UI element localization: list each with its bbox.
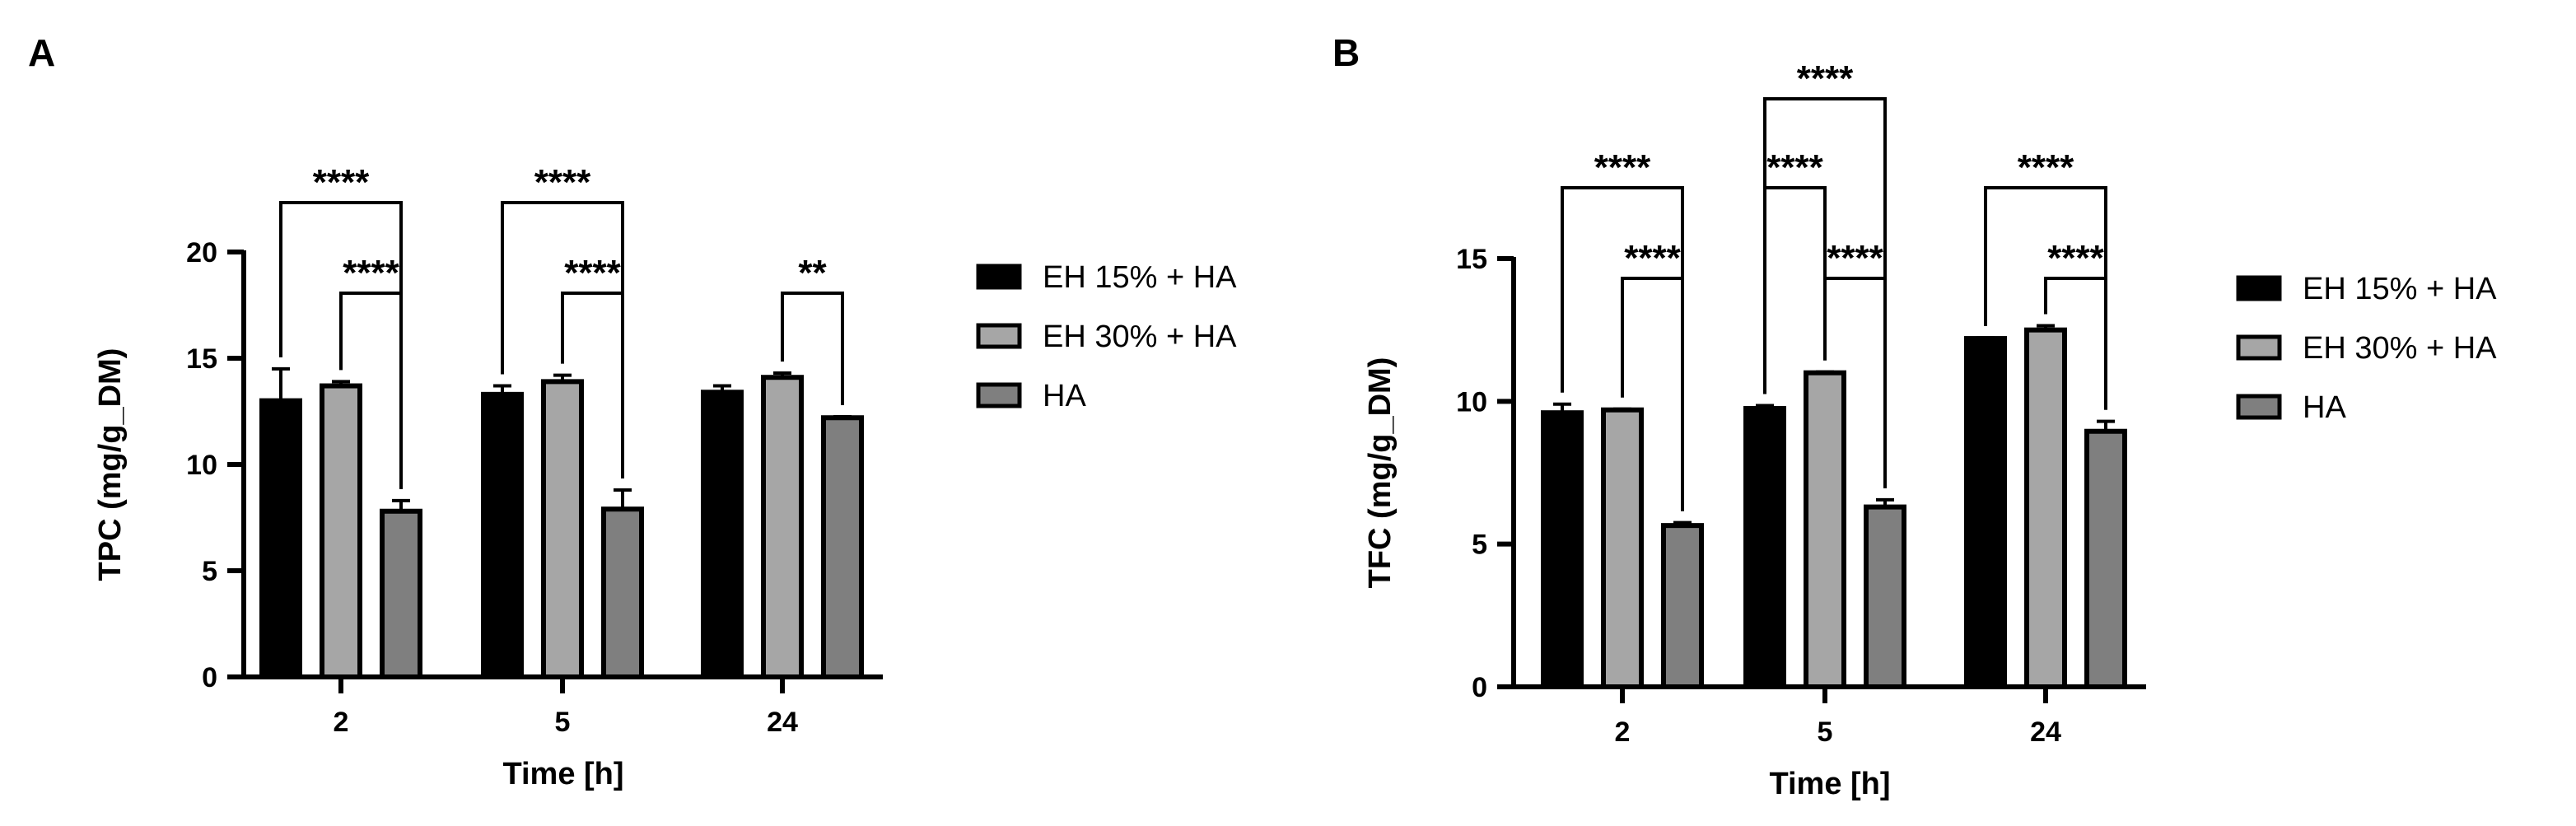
panel-1-error-bar-1-0 (1613, 407, 1631, 411)
panel-0-sig-bracket-4 (781, 292, 844, 405)
panel-0-y-tick-label-2: 10 (186, 450, 217, 481)
panel-0-bar-1-2 (761, 375, 804, 679)
panel-1-bar-2-0 (1661, 523, 1704, 690)
panel-0-bar-1-1 (541, 379, 584, 679)
panel-0-y-tick-label-4: 20 (186, 237, 217, 268)
panel-0-x-tick-label-2: 24 (767, 707, 798, 738)
panel-0-sig-label-3: **** (564, 253, 621, 293)
panel-0-legend-swatch-0 (976, 264, 1022, 290)
panel-1-sig-bracket-1 (1621, 277, 1684, 511)
panel-1-legend-label-2: HA (2303, 390, 2346, 425)
panel-0-legend-swatch-2 (976, 382, 1022, 408)
panel-0-error-bar-1-2 (773, 371, 791, 378)
panel-1-error-bar-1-1 (1816, 370, 1834, 374)
panel-1-bar-0-1 (1743, 406, 1786, 689)
panel-1-x-tick-label-1: 5 (1818, 716, 1833, 748)
panel-0-y-axis-title: TPC (mg/g_DM) (93, 348, 128, 581)
panel-1-x-tick-label-0: 2 (1615, 716, 1631, 748)
panel-1-x-axis-title: Time [h] (1769, 767, 1890, 801)
panel-0-x-axis-title: Time [h] (502, 757, 623, 791)
panel-0-bar-0-2 (701, 390, 744, 679)
panel-1-bar-0-0 (1541, 410, 1584, 689)
panel-1-legend-swatch-1 (2236, 334, 2282, 361)
panel-0-bar-2-0 (380, 508, 422, 680)
panel-0-sig-label-4: ** (798, 253, 827, 293)
panel-1-y-tick-label-2: 10 (1456, 386, 1487, 418)
panel-0-error-bar-2-0 (392, 498, 410, 511)
panel-0-bar-0-1 (481, 391, 524, 679)
panel-1-sig-label-4: **** (1827, 238, 1883, 278)
panel-1-x-tick-label-2: 24 (2030, 716, 2061, 748)
panel-1-legend-label-0: EH 15% + HA (2303, 272, 2497, 306)
panel-a-label: A (28, 31, 55, 74)
panel-0-error-bar-0-1 (493, 384, 511, 394)
panel-1-error-bar-2-2 (2097, 419, 2115, 432)
panel-1-error-bar-0-1 (1756, 404, 1774, 408)
panel-1-error-bar-1-2 (2037, 324, 2055, 330)
panel-1-bar-1-1 (1804, 370, 1846, 689)
panel-0-error-bar-1-0 (332, 380, 350, 386)
panel-0-legend-label-1: EH 30% + HA (1043, 320, 1237, 354)
panel-1-sig-label-3: **** (1797, 58, 1854, 99)
panel-0-bar-2-1 (601, 506, 644, 679)
panel-1-error-bar-2-1 (1876, 497, 1894, 507)
panel-0-bar-2-2 (821, 415, 864, 679)
panel-0-error-bar-0-0 (272, 366, 290, 401)
panel-0-bar-0-0 (259, 398, 302, 679)
panel-b-label: B (1332, 31, 1360, 74)
panel-1-sig-label-0: **** (1594, 147, 1651, 188)
panel-1-sig-label-5: **** (2018, 147, 2074, 188)
panel-0-sig-bracket-3 (561, 292, 624, 478)
panel-0-sig-label-0: **** (313, 162, 370, 203)
panel-0-bar-1-0 (320, 383, 362, 679)
panel-1-bar-0-2 (1964, 336, 2007, 689)
panel-1-y-axis-title: TFC (mg/g_DM) (1363, 357, 1398, 589)
panel-1-y-tick-label-0: 0 (1472, 672, 1487, 703)
panel-0-y-tick-label-1: 5 (202, 556, 217, 587)
panel-1-sig-bracket-2 (1763, 186, 1827, 394)
panel-1-y-tick-label-3: 15 (1456, 244, 1487, 275)
panel-1-error-bar-0-0 (1553, 402, 1571, 413)
panel-1-bar-1-2 (2024, 327, 2067, 689)
panel-1-legend-label-1: EH 30% + HA (2303, 331, 2497, 366)
panel-1-legend-swatch-2 (2236, 394, 2282, 420)
panel-1-error-bar-2-0 (1673, 520, 1692, 526)
panel-1-sig-bracket-4 (1823, 277, 1887, 488)
panel-0-sig-label-2: **** (534, 162, 591, 203)
panel-0-legend-label-2: HA (1043, 379, 1086, 413)
panel-0-x-tick-label-0: 2 (334, 707, 349, 738)
panel-1-y-tick-label-1: 5 (1472, 530, 1487, 561)
panel-0-error-bar-1-1 (553, 373, 572, 382)
panel-0-error-bar-2-1 (614, 488, 632, 510)
panel-1-legend-swatch-0 (2236, 275, 2282, 301)
panel-0-legend-swatch-1 (976, 323, 1022, 349)
panel-1-bar-2-2 (2084, 428, 2127, 689)
panel-0-y-tick-label-0: 0 (202, 662, 217, 693)
panel-0-y-tick-label-3: 15 (186, 343, 217, 375)
panel-0-error-bar-0-2 (713, 384, 731, 393)
panel-1-sig-label-6: **** (2047, 238, 2104, 278)
panel-0-sig-bracket-1 (339, 292, 403, 489)
panel-1-sig-bracket-6 (2044, 277, 2107, 410)
panel-1-bar-1-0 (1601, 407, 1644, 689)
panel-1-bar-2-1 (1864, 504, 1906, 689)
panel-0-legend-label-0: EH 15% + HA (1043, 260, 1237, 295)
panel-0-error-bar-2-2 (833, 414, 852, 418)
panel-1-sig-label-1: **** (1624, 238, 1681, 278)
panel-1-sig-label-2: **** (1766, 147, 1823, 188)
panel-b: B 0 5 10 15 2 5 24 Time [h] TFC (mg/g_DM) **** ***… (1332, 31, 2497, 801)
panel-0-x-tick-label-1: 5 (555, 707, 571, 738)
panel-0-sig-label-1: **** (343, 253, 399, 293)
